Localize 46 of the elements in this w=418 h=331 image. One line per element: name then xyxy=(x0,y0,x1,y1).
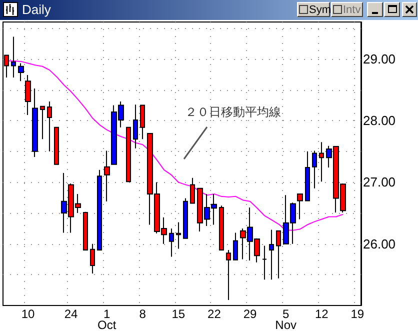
candlestick xyxy=(90,243,95,274)
y-tick-label: 27.00 xyxy=(363,174,396,190)
x-tick-label: 8 xyxy=(139,307,146,321)
candlestick xyxy=(269,229,274,280)
x-tick-label: 5 Nov xyxy=(275,307,296,331)
y-tick-label: 29.00 xyxy=(363,51,396,66)
text: Intv xyxy=(343,4,361,16)
x-tick-label: 1 Oct xyxy=(97,307,117,331)
candlestick xyxy=(297,193,303,220)
candlestick xyxy=(104,150,110,202)
candlestick xyxy=(47,101,52,152)
x-tick-label: 15 xyxy=(172,307,186,321)
candlestick xyxy=(262,245,267,280)
candlestick xyxy=(40,106,45,140)
chart-title: Daily xyxy=(22,2,51,18)
y-tick-label: 26.00 xyxy=(363,236,396,252)
candlestick xyxy=(18,62,24,82)
candlestick xyxy=(11,36,16,78)
candlestick xyxy=(126,126,131,182)
line-series xyxy=(6,60,344,231)
candlestick xyxy=(83,211,88,251)
x-tick-label: 22 xyxy=(208,307,222,321)
candlestick xyxy=(219,205,224,251)
candlestick xyxy=(97,169,102,251)
x-tick-label: 24 xyxy=(64,307,78,321)
annotation: ２０日移動平均線 xyxy=(185,105,281,119)
x-tick-label: 10 xyxy=(21,307,36,321)
candlestick xyxy=(183,198,188,239)
candlestick xyxy=(140,104,145,140)
candlestick xyxy=(312,150,317,189)
candlestick xyxy=(32,88,38,158)
candlestick xyxy=(276,230,281,279)
x-tick-label: 29 xyxy=(243,307,258,321)
candlestick xyxy=(25,74,31,116)
candlestick xyxy=(169,228,174,258)
candlestick xyxy=(305,150,310,202)
candlestick xyxy=(233,232,238,260)
candlestick xyxy=(54,126,59,165)
candlestick xyxy=(319,142,324,182)
y-tick-label: 28.00 xyxy=(363,113,396,128)
candlestick xyxy=(133,104,138,149)
candlestick xyxy=(226,250,231,300)
x-tick-label: 19 xyxy=(350,307,364,321)
x-tick-label: 12 xyxy=(314,307,329,321)
candlestick xyxy=(190,177,195,204)
candlestick xyxy=(176,222,181,250)
